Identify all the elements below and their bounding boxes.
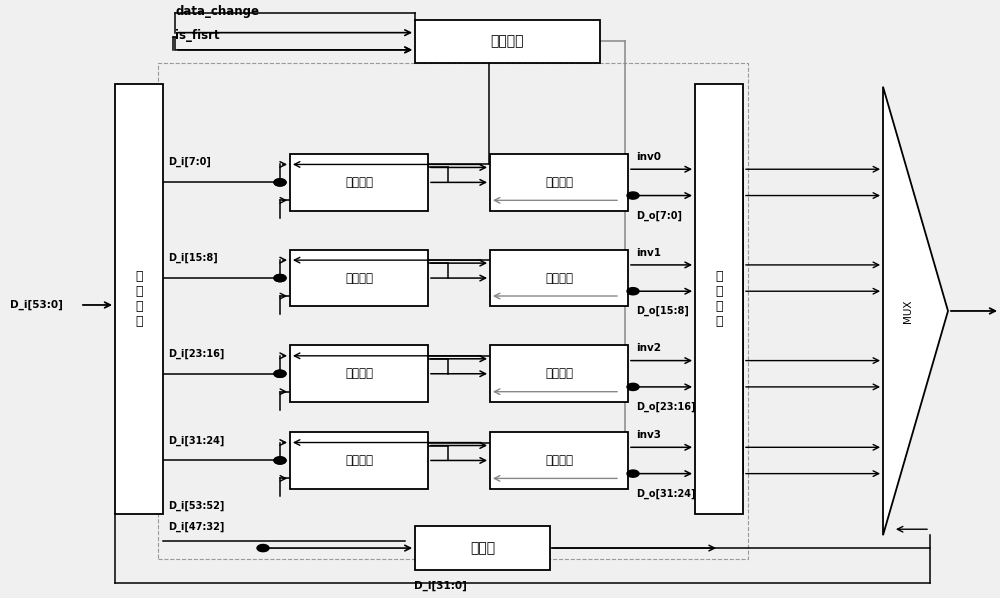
Circle shape xyxy=(274,274,286,282)
Text: 汉明距离: 汉明距离 xyxy=(345,176,373,189)
Text: D_i[7:0]: D_i[7:0] xyxy=(168,157,211,167)
Bar xyxy=(490,346,628,402)
Text: D_i[15:8]: D_i[15:8] xyxy=(168,253,218,263)
Text: 汉明距离: 汉明距离 xyxy=(345,271,373,285)
Bar xyxy=(490,432,628,489)
Text: D_o[31:24]: D_o[31:24] xyxy=(636,489,696,499)
Text: D_i[53:52]: D_i[53:52] xyxy=(168,501,224,511)
Text: data_change: data_change xyxy=(175,5,259,19)
Circle shape xyxy=(627,192,639,199)
Text: 总控逻辑: 总控逻辑 xyxy=(491,34,524,48)
Bar xyxy=(415,526,550,570)
Circle shape xyxy=(627,288,639,295)
Circle shape xyxy=(274,179,286,186)
Text: 格雷码: 格雷码 xyxy=(470,541,495,555)
Text: 数据翻转: 数据翻转 xyxy=(545,176,573,189)
Bar xyxy=(290,250,428,306)
Text: D_o[7:0]: D_o[7:0] xyxy=(636,210,682,221)
Text: 数据翻转: 数据翻转 xyxy=(545,367,573,380)
Circle shape xyxy=(274,457,286,464)
Bar xyxy=(290,154,428,211)
Text: 数据翻转: 数据翻转 xyxy=(545,271,573,285)
Circle shape xyxy=(274,179,286,186)
Circle shape xyxy=(274,370,286,377)
Text: D_i[31:0]: D_i[31:0] xyxy=(414,581,466,591)
Circle shape xyxy=(274,370,286,377)
Text: D_i[53:0]: D_i[53:0] xyxy=(10,300,63,310)
Text: D_o[23:16]: D_o[23:16] xyxy=(636,402,696,412)
Bar xyxy=(490,154,628,211)
Circle shape xyxy=(274,457,286,464)
Text: MUX: MUX xyxy=(903,299,913,323)
Text: 汉明距离: 汉明距离 xyxy=(345,454,373,467)
Bar xyxy=(115,84,163,514)
Bar xyxy=(290,432,428,489)
Circle shape xyxy=(627,470,639,477)
Circle shape xyxy=(627,383,639,390)
Bar xyxy=(415,20,600,63)
Text: inv1: inv1 xyxy=(636,248,661,258)
Polygon shape xyxy=(883,87,948,535)
Bar xyxy=(290,346,428,402)
Text: D_o[15:8]: D_o[15:8] xyxy=(636,306,689,316)
Text: inv2: inv2 xyxy=(636,343,661,353)
Text: inv0: inv0 xyxy=(636,152,661,162)
Text: inv3: inv3 xyxy=(636,430,661,440)
Text: D_i[31:24]: D_i[31:24] xyxy=(168,435,224,446)
Bar xyxy=(695,84,743,514)
Text: D_i[47:32]: D_i[47:32] xyxy=(168,522,224,532)
Text: 汉明距离: 汉明距离 xyxy=(345,367,373,380)
Bar xyxy=(158,63,748,559)
Text: 编
码
系
统: 编 码 系 统 xyxy=(715,270,723,328)
Circle shape xyxy=(274,274,286,282)
Text: 分
路
系
统: 分 路 系 统 xyxy=(135,270,143,328)
Circle shape xyxy=(257,544,269,551)
Text: is_fisrt: is_fisrt xyxy=(175,29,220,42)
Text: D_i[23:16]: D_i[23:16] xyxy=(168,349,224,359)
Bar xyxy=(490,250,628,306)
Text: 数据翻转: 数据翻转 xyxy=(545,454,573,467)
